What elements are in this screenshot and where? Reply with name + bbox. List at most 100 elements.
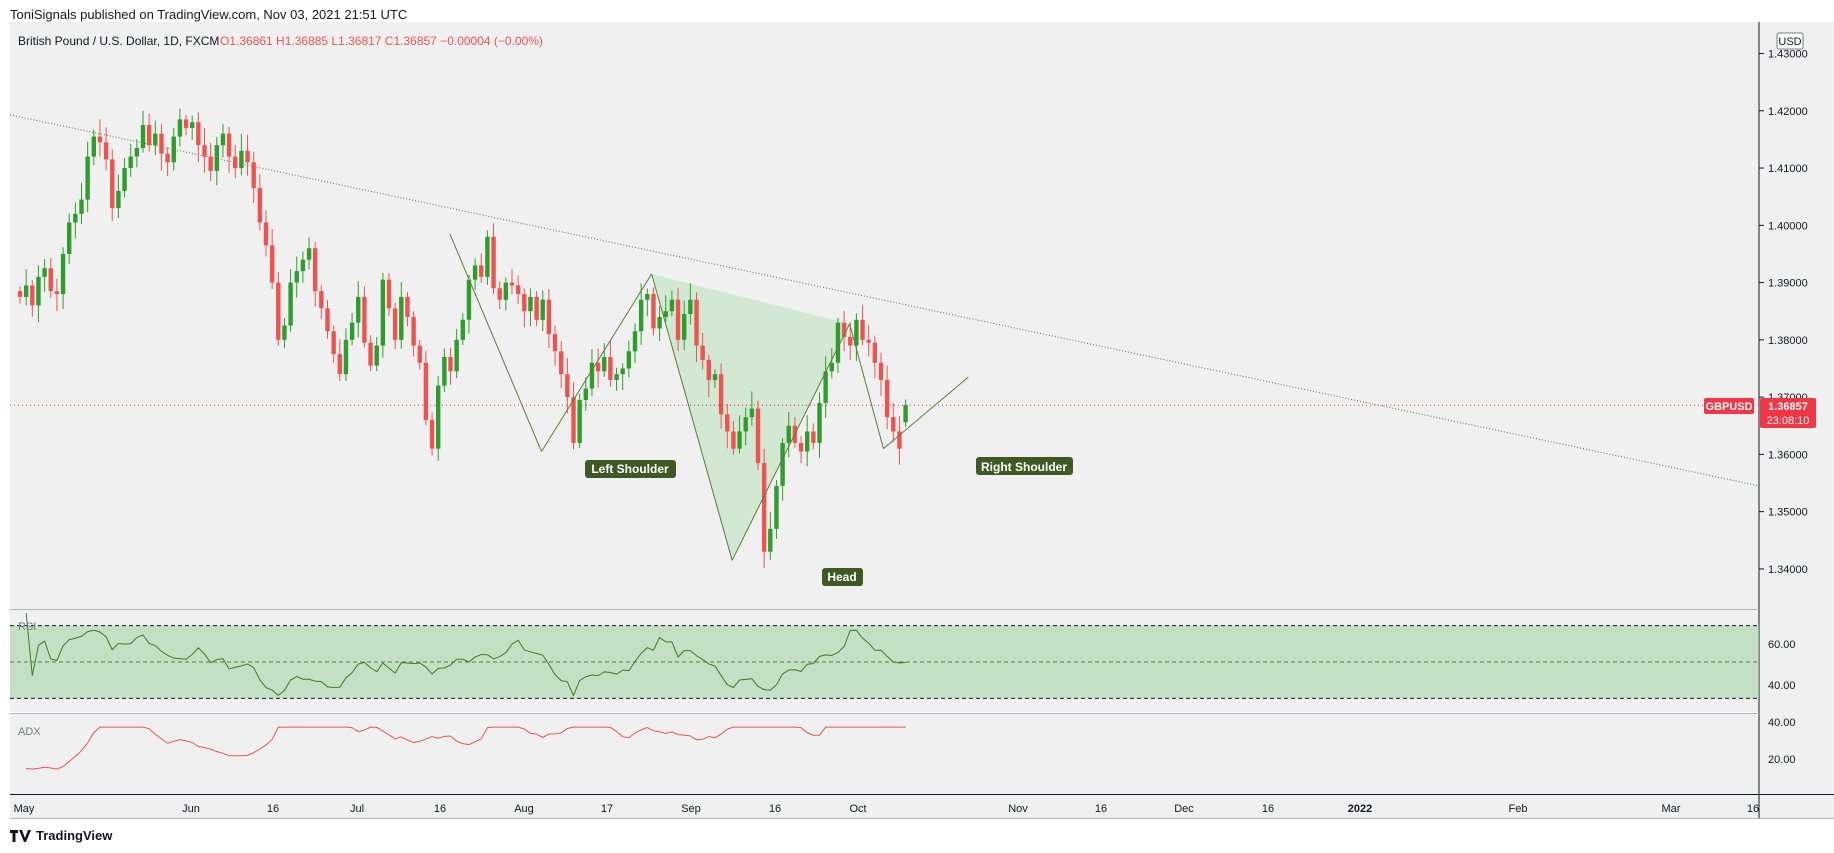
pattern-line[interactable] xyxy=(541,273,653,452)
candle-body[interactable] xyxy=(245,150,250,163)
candle-body[interactable] xyxy=(805,431,810,452)
candle-body[interactable] xyxy=(269,245,275,283)
candle-body[interactable] xyxy=(442,357,447,386)
candle-body[interactable] xyxy=(706,359,711,380)
candle-body[interactable] xyxy=(891,417,896,432)
candle-body[interactable] xyxy=(276,282,281,340)
candle-body[interactable] xyxy=(294,271,299,283)
candle-body[interactable] xyxy=(848,336,853,346)
candle-body[interactable] xyxy=(423,362,429,421)
candle-body[interactable] xyxy=(349,322,355,340)
candle-body[interactable] xyxy=(786,425,791,443)
candle-body[interactable] xyxy=(755,408,761,463)
candle-body[interactable] xyxy=(774,485,779,529)
candle-body[interactable] xyxy=(306,248,312,260)
candle-body[interactable] xyxy=(860,319,865,340)
candle-body[interactable] xyxy=(42,268,47,277)
candle-body[interactable] xyxy=(546,299,552,335)
candle-body[interactable] xyxy=(897,431,902,449)
candle-body[interactable] xyxy=(866,339,871,343)
candle-body[interactable] xyxy=(313,248,318,292)
candle-body[interactable] xyxy=(454,339,459,372)
candle-body[interactable] xyxy=(522,294,527,312)
candle-body[interactable] xyxy=(386,279,392,309)
candle-body[interactable] xyxy=(491,236,496,289)
candle-body[interactable] xyxy=(743,417,748,432)
candle-body[interactable] xyxy=(411,316,416,346)
candle-body[interactable] xyxy=(380,279,386,346)
candle-body[interactable] xyxy=(73,213,78,223)
candle-body[interactable] xyxy=(829,362,834,372)
rsi-line[interactable] xyxy=(25,612,906,697)
candle-body[interactable] xyxy=(884,379,890,418)
candle-body[interactable] xyxy=(183,119,189,128)
candle-body[interactable] xyxy=(872,342,878,363)
candle-body[interactable] xyxy=(30,285,35,306)
candle-body[interactable] xyxy=(823,371,828,403)
candle-body[interactable] xyxy=(214,145,219,171)
candle-body[interactable] xyxy=(17,291,23,297)
candle-body[interactable] xyxy=(768,528,773,552)
candle-body[interactable] xyxy=(651,294,656,329)
candle-body[interactable] xyxy=(257,188,263,223)
candle-body[interactable] xyxy=(700,345,705,360)
candle-body[interactable] xyxy=(448,357,453,372)
candle-body[interactable] xyxy=(196,122,201,146)
candle-body[interactable] xyxy=(559,351,564,375)
candle-body[interactable] xyxy=(165,153,170,163)
tradingview-footer[interactable]: TradingView xyxy=(10,828,112,843)
candle-body[interactable] xyxy=(725,414,730,432)
candle-body[interactable] xyxy=(159,133,164,154)
time-axis[interactable] xyxy=(10,794,1759,818)
pattern-line[interactable] xyxy=(651,273,733,561)
candle-body[interactable] xyxy=(337,354,342,375)
candle-body[interactable] xyxy=(485,236,490,277)
candle-body[interactable] xyxy=(479,265,484,277)
candle-body[interactable] xyxy=(97,136,103,143)
candle-body[interactable] xyxy=(85,156,90,200)
candle-body[interactable] xyxy=(515,285,521,295)
currency-label[interactable]: USD xyxy=(1778,36,1801,48)
candle-body[interactable] xyxy=(226,133,232,157)
candle-body[interactable] xyxy=(362,296,367,343)
main-pane[interactable] xyxy=(10,22,1759,609)
candle-body[interactable] xyxy=(460,319,465,340)
candle-body[interactable] xyxy=(466,279,472,320)
candle-body[interactable] xyxy=(67,222,72,254)
candle-body[interactable] xyxy=(669,299,675,312)
candle-body[interactable] xyxy=(534,296,539,320)
candle-body[interactable] xyxy=(878,362,884,380)
candle-body[interactable] xyxy=(146,125,152,146)
candle-body[interactable] xyxy=(343,339,349,375)
candle-body[interactable] xyxy=(429,420,435,449)
candle-body[interactable] xyxy=(595,362,601,372)
candle-body[interactable] xyxy=(60,253,66,295)
candle-body[interactable] xyxy=(552,334,558,352)
candle-body[interactable] xyxy=(153,133,158,146)
candle-body[interactable] xyxy=(509,282,515,286)
candle-body[interactable] xyxy=(657,316,662,329)
candle-body[interactable] xyxy=(263,222,269,246)
candle-body[interactable] xyxy=(731,431,736,449)
candle-body[interactable] xyxy=(128,156,133,169)
candle-body[interactable] xyxy=(23,285,29,297)
candle-body[interactable] xyxy=(239,150,244,169)
candle-body[interactable] xyxy=(583,388,588,400)
candle-body[interactable] xyxy=(694,299,699,346)
candle-body[interactable] xyxy=(331,331,336,355)
candle-body[interactable] xyxy=(682,314,687,340)
candle-body[interactable] xyxy=(122,168,127,191)
candle-body[interactable] xyxy=(436,385,441,449)
candle-body[interactable] xyxy=(356,296,361,323)
candle-body[interactable] xyxy=(737,431,742,449)
candle-body[interactable] xyxy=(811,431,816,443)
candle-body[interactable] xyxy=(565,374,570,398)
candle-body[interactable] xyxy=(602,357,607,372)
candle-body[interactable] xyxy=(472,265,478,280)
candle-body[interactable] xyxy=(497,288,502,300)
candle-body[interactable] xyxy=(103,142,109,160)
candle-body[interactable] xyxy=(528,296,533,312)
candle-body[interactable] xyxy=(817,402,822,443)
pattern-line[interactable] xyxy=(449,233,542,452)
candle-body[interactable] xyxy=(626,351,632,369)
